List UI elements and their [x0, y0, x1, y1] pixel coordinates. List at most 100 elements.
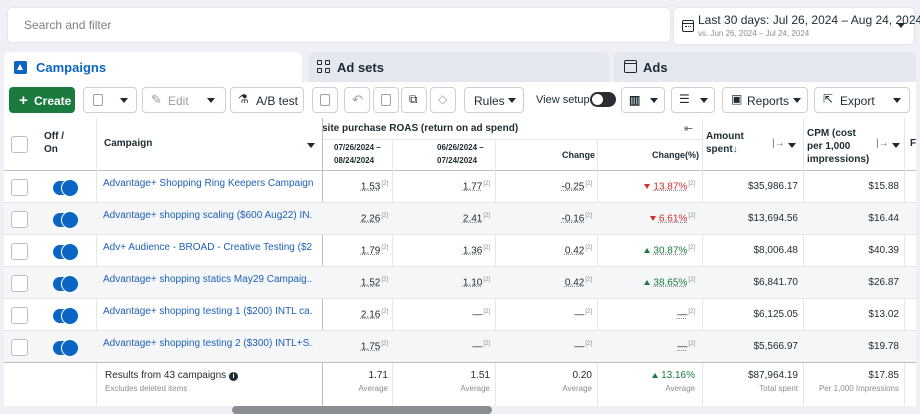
delete-button[interactable]: [373, 87, 399, 113]
row-checkbox[interactable]: [11, 179, 28, 196]
footer-total-spent: Total spent: [759, 384, 798, 393]
duplicate-icon: [93, 94, 103, 106]
horizontal-scrollbar[interactable]: [232, 406, 492, 414]
arrow-up-icon: [644, 248, 651, 254]
row-checkbox[interactable]: [11, 275, 28, 292]
view-setup-label: View setup: [536, 94, 590, 106]
campaign-name-link[interactable]: Advantage+ shopping testing 1 ($200) INT…: [103, 306, 313, 317]
cell-change: —[2]: [574, 341, 592, 353]
toolbar: + Create ✎ Edit ⚗ A/B test ↶ ⧉ ◇ Rules V…: [4, 82, 916, 118]
cell-amount-spent: $13,694.56: [747, 213, 798, 224]
column-header-current: 07/26/2024 –: [334, 143, 381, 152]
cell-current-roas: 1.79[2]: [360, 245, 388, 257]
footer-cpm: $17.85: [868, 370, 899, 381]
tab-label: Campaigns: [36, 60, 107, 75]
cell-amount-spent: $35,986.17: [747, 181, 798, 192]
create-button[interactable]: + Create: [9, 87, 75, 113]
excluded-note: Excludes deleted items: [105, 384, 188, 393]
ad-icon: [624, 60, 637, 73]
date-range-picker[interactable]: Last 30 days: Jul 26, 2024 – Aug 24, 202…: [674, 8, 920, 44]
search-input[interactable]: [8, 8, 670, 42]
campaign-name-link[interactable]: Advantage+ shopping statics May29 Campai…: [103, 274, 313, 285]
reports-label: Reports: [747, 94, 790, 108]
edit-label: Edit: [168, 94, 189, 108]
column-header-cpm-2: per 1,000: [807, 141, 851, 152]
campaign-name-link[interactable]: Advantage+ shopping testing 2 ($300) INT…: [103, 338, 313, 349]
results-summary: Results from 43 campaigns i: [105, 370, 238, 381]
reports-button[interactable]: ▣ Reports: [722, 87, 808, 113]
row-checkbox[interactable]: [11, 307, 28, 324]
campaign-toggle[interactable]: [53, 244, 79, 260]
column-header-current-2: 08/24/2024: [334, 156, 375, 165]
export-button[interactable]: ⇱ Export: [814, 87, 910, 113]
ab-test-label: A/B test: [256, 94, 299, 108]
chevron-down-icon: [793, 98, 801, 103]
chevron-down-icon[interactable]: [788, 143, 796, 148]
cell-amount-spent: $8,006.48: [753, 245, 799, 256]
edit-button[interactable]: ✎ Edit: [142, 87, 226, 113]
chevron-down-icon[interactable]: [892, 143, 900, 148]
undo-button[interactable]: ↶: [344, 87, 370, 113]
view-setup-toggle[interactable]: [590, 92, 616, 107]
column-header-campaign[interactable]: Campaign: [104, 138, 153, 149]
campaign-toggle[interactable]: [53, 180, 79, 196]
campaign-toggle[interactable]: [53, 276, 79, 292]
rules-button[interactable]: Rules: [464, 87, 524, 113]
ab-test-button[interactable]: ⚗ A/B test: [230, 87, 304, 113]
rules-label: Rules: [474, 94, 505, 108]
column-header-amount-spent[interactable]: Amount: [706, 131, 744, 142]
chevron-down-icon: [897, 23, 905, 28]
column-resize-icon[interactable]: |→: [772, 138, 785, 149]
column-header-cpm[interactable]: CPM (cost: [807, 128, 856, 139]
undo-icon: ↶: [352, 92, 363, 107]
cell-change: -0.25[2]: [561, 181, 592, 193]
info-icon[interactable]: i: [228, 372, 238, 381]
row-checkbox[interactable]: [11, 243, 28, 260]
cell-change-pct: 6.61%[2]: [601, 213, 695, 224]
footer-change: 0.20: [572, 370, 592, 381]
archive-button[interactable]: [312, 87, 338, 113]
column-header-cpm-3: impressions): [807, 154, 870, 165]
column-header-previous: 06/26/2024 –: [437, 143, 484, 152]
columns-button[interactable]: ▥: [621, 87, 665, 113]
column-header-next: F: [910, 138, 916, 149]
campaign-name-link[interactable]: Adv+ Audience - BROAD - Creative Testing…: [103, 242, 313, 253]
cell-previous-roas: 1.10[2]: [462, 277, 490, 289]
tab-ad-sets[interactable]: Ad sets: [309, 52, 609, 82]
cell-change: 0.42[2]: [564, 277, 592, 289]
tab-campaigns[interactable]: Campaigns: [4, 52, 302, 82]
cell-cpm: $13.02: [868, 309, 899, 320]
column-resize-icon[interactable]: |→: [876, 138, 889, 149]
column-header-amount-spent-2: spent↓: [706, 144, 738, 155]
campaign-toggle[interactable]: [53, 212, 79, 228]
search-bar[interactable]: [8, 8, 670, 42]
tab-label: Ad sets: [337, 60, 384, 75]
campaign-name-link[interactable]: Advantage+ Shopping Ring Keepers Campaig…: [103, 178, 313, 189]
duplicate-button[interactable]: [83, 87, 137, 113]
cell-cpm: $26.87: [868, 277, 899, 288]
column-header-previous-2: 07/24/2024: [437, 156, 478, 165]
tab-ads[interactable]: Ads: [614, 52, 916, 82]
collapse-icon[interactable]: ⇤: [684, 123, 694, 135]
campaign-icon: [14, 61, 27, 74]
reports-icon: ▣: [731, 92, 743, 106]
footer-average: Average: [562, 384, 592, 393]
breakdown-button[interactable]: ☰: [671, 87, 715, 113]
footer-average: Average: [665, 384, 695, 393]
row-checkbox[interactable]: [11, 339, 28, 356]
preview-button[interactable]: ⧉: [401, 87, 427, 113]
cell-change-pct: 30.87%[2]: [601, 245, 695, 256]
campaign-name-link[interactable]: Advantage+ shopping scaling ($600 Aug22)…: [103, 210, 313, 221]
chevron-down-icon: [700, 98, 708, 103]
row-checkbox[interactable]: [11, 211, 28, 228]
cell-current-roas: 2.26[2]: [360, 213, 388, 225]
cell-previous-roas: 1.77[2]: [462, 181, 490, 193]
arrow-down-icon: [644, 184, 651, 190]
select-all-checkbox[interactable]: [11, 136, 28, 153]
campaign-toggle[interactable]: [53, 340, 79, 356]
tag-button[interactable]: ◇: [430, 87, 456, 113]
sort-caret-icon[interactable]: [307, 143, 315, 148]
cell-previous-roas: —[2]: [472, 309, 490, 321]
campaign-toggle[interactable]: [53, 308, 79, 324]
column-header-change-pct: Change(%): [652, 150, 699, 160]
